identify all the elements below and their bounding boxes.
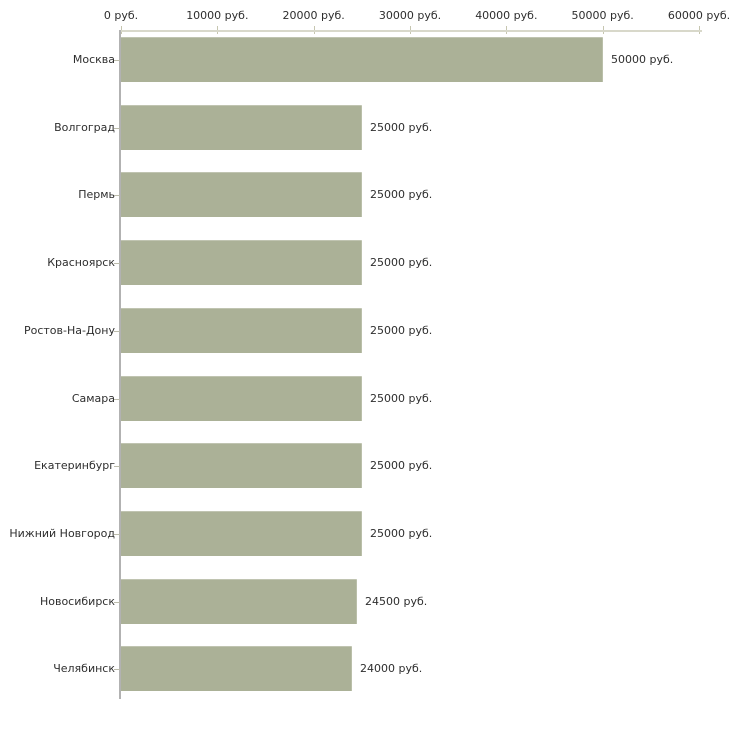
- x-axis-tick-label: 60000 руб.: [667, 9, 730, 22]
- y-axis-tick-mark: [114, 534, 120, 535]
- bar: [121, 646, 352, 691]
- x-axis-tick-label: 0 руб.: [103, 9, 139, 22]
- bar: [121, 105, 362, 150]
- category-label: Ростов-На-Дону: [23, 323, 115, 337]
- bar: [121, 240, 362, 285]
- x-axis-tick-label: 40000 руб.: [475, 9, 538, 22]
- value-label: 25000 руб.: [370, 458, 433, 472]
- category-label: Самара: [71, 391, 115, 405]
- value-label: 25000 руб.: [370, 391, 433, 405]
- category-label: Красноярск: [47, 255, 115, 269]
- y-axis-tick-mark: [114, 128, 120, 129]
- value-label: 24500 руб.: [365, 594, 428, 608]
- y-axis-tick-mark: [114, 399, 120, 400]
- y-axis-tick-mark: [114, 263, 120, 264]
- value-label: 25000 руб.: [370, 187, 433, 201]
- category-label: Нижний Новгород: [9, 526, 115, 540]
- x-axis-tick-label: 10000 руб.: [186, 9, 249, 22]
- x-axis-line: [119, 30, 702, 32]
- bar: [121, 376, 362, 421]
- y-axis-tick-mark: [114, 195, 120, 196]
- value-label: 25000 руб.: [370, 526, 433, 540]
- value-label: 25000 руб.: [370, 255, 433, 269]
- category-label: Волгоград: [54, 120, 115, 134]
- y-axis-tick-mark: [114, 669, 120, 670]
- x-axis-tick-label: 20000 руб.: [282, 9, 345, 22]
- value-label: 24000 руб.: [360, 661, 423, 675]
- category-label: Пермь: [78, 187, 115, 201]
- y-axis-tick-mark: [114, 602, 120, 603]
- y-axis-tick-mark: [114, 60, 120, 61]
- bar: [121, 308, 362, 353]
- bar: [121, 37, 603, 82]
- x-axis-tick-label: 30000 руб.: [378, 9, 442, 22]
- y-axis-tick-mark: [114, 466, 120, 467]
- category-label: Екатеринбург: [34, 458, 115, 472]
- bar: [121, 511, 362, 556]
- y-axis-line: [119, 30, 121, 700]
- y-axis-tick-mark: [114, 331, 120, 332]
- value-label: 50000 руб.: [611, 52, 674, 66]
- value-label: 25000 руб.: [370, 120, 433, 134]
- value-label: 25000 руб.: [370, 323, 433, 337]
- category-label: Новосибирск: [39, 594, 115, 608]
- category-label: Челябинск: [53, 661, 115, 675]
- x-axis-tick-label: 50000 руб.: [571, 9, 634, 22]
- bar: [121, 172, 362, 217]
- bar: [121, 579, 357, 624]
- category-label: Москва: [72, 52, 115, 66]
- bar: [121, 443, 362, 488]
